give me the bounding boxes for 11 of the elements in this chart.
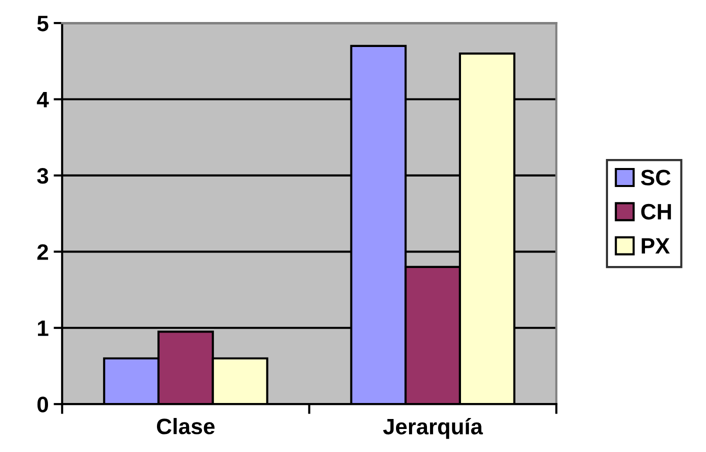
y-tick-label: 3 xyxy=(37,168,48,184)
x-tick-label: Jerarquía xyxy=(383,418,483,439)
y-tick-label: 4 xyxy=(36,92,49,108)
legend-label: PX xyxy=(642,238,670,254)
legend-label: CH xyxy=(641,204,671,220)
x-tick-label: Clase xyxy=(156,418,215,434)
y-tick-label: 0 xyxy=(37,396,48,412)
y-tick-label: 2 xyxy=(37,244,48,260)
legend-label: SC xyxy=(640,170,671,186)
y-tick-label: 5 xyxy=(37,16,48,32)
y-tick-label: 1 xyxy=(38,320,48,336)
